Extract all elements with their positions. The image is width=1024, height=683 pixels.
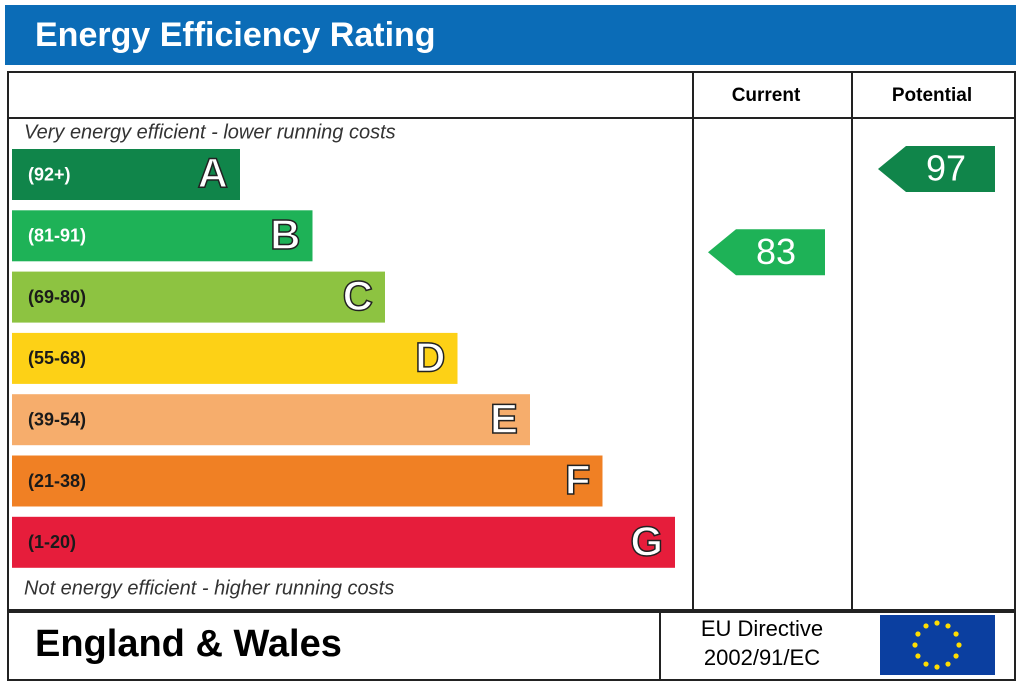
eu-star — [912, 642, 918, 648]
band-letter: B — [270, 211, 300, 258]
band-letter: A — [198, 150, 228, 197]
eu-stars — [912, 620, 962, 670]
band-range: (39-54) — [28, 409, 86, 429]
main-frame — [7, 71, 1016, 611]
band-bar — [12, 332, 458, 384]
eu-star — [915, 653, 921, 659]
eu-star — [934, 664, 940, 670]
band-letter: E — [490, 395, 518, 442]
band-bar — [12, 455, 603, 507]
eu-star — [934, 620, 940, 626]
eu-star — [945, 623, 951, 629]
band-bar — [12, 271, 385, 323]
band-letter: F — [565, 456, 591, 503]
band-range: (92+) — [28, 164, 71, 184]
eu-star — [953, 631, 959, 637]
band-range: (21-38) — [28, 471, 86, 491]
band-letter: D — [415, 333, 445, 380]
eu-star — [923, 661, 929, 667]
current-value: 83 — [756, 231, 796, 272]
directive-line: EU Directive — [701, 616, 823, 641]
title-bar — [5, 5, 1016, 65]
current-header: Current — [732, 85, 801, 106]
directive-line: 2002/91/EC — [704, 645, 820, 670]
eu-star — [953, 653, 959, 659]
band-letter: C — [343, 272, 373, 319]
eu-star — [915, 631, 921, 637]
band-bar — [12, 394, 530, 446]
band-bar — [12, 149, 240, 200]
band-range: (55-68) — [28, 348, 86, 368]
bottom-note: Not energy efficient - higher running co… — [24, 577, 394, 599]
title: Energy Efficiency Rating — [35, 16, 436, 54]
eu-star — [956, 642, 962, 648]
eu-star — [945, 661, 951, 667]
potential-value: 97 — [926, 148, 966, 189]
band-letter: G — [630, 517, 663, 564]
band-bar — [12, 210, 313, 262]
top-note: Very energy efficient - lower running co… — [24, 121, 396, 143]
potential-arrow — [878, 146, 995, 192]
current-arrow — [708, 229, 825, 276]
band-range: (69-80) — [28, 287, 86, 307]
footer-region: England & Wales — [35, 623, 342, 665]
band-range: (1-20) — [28, 532, 76, 552]
potential-header: Potential — [892, 85, 972, 106]
band-bar — [12, 516, 675, 568]
eu-star — [923, 623, 929, 629]
footer-frame — [7, 611, 1016, 681]
band-range: (81-91) — [28, 226, 86, 246]
